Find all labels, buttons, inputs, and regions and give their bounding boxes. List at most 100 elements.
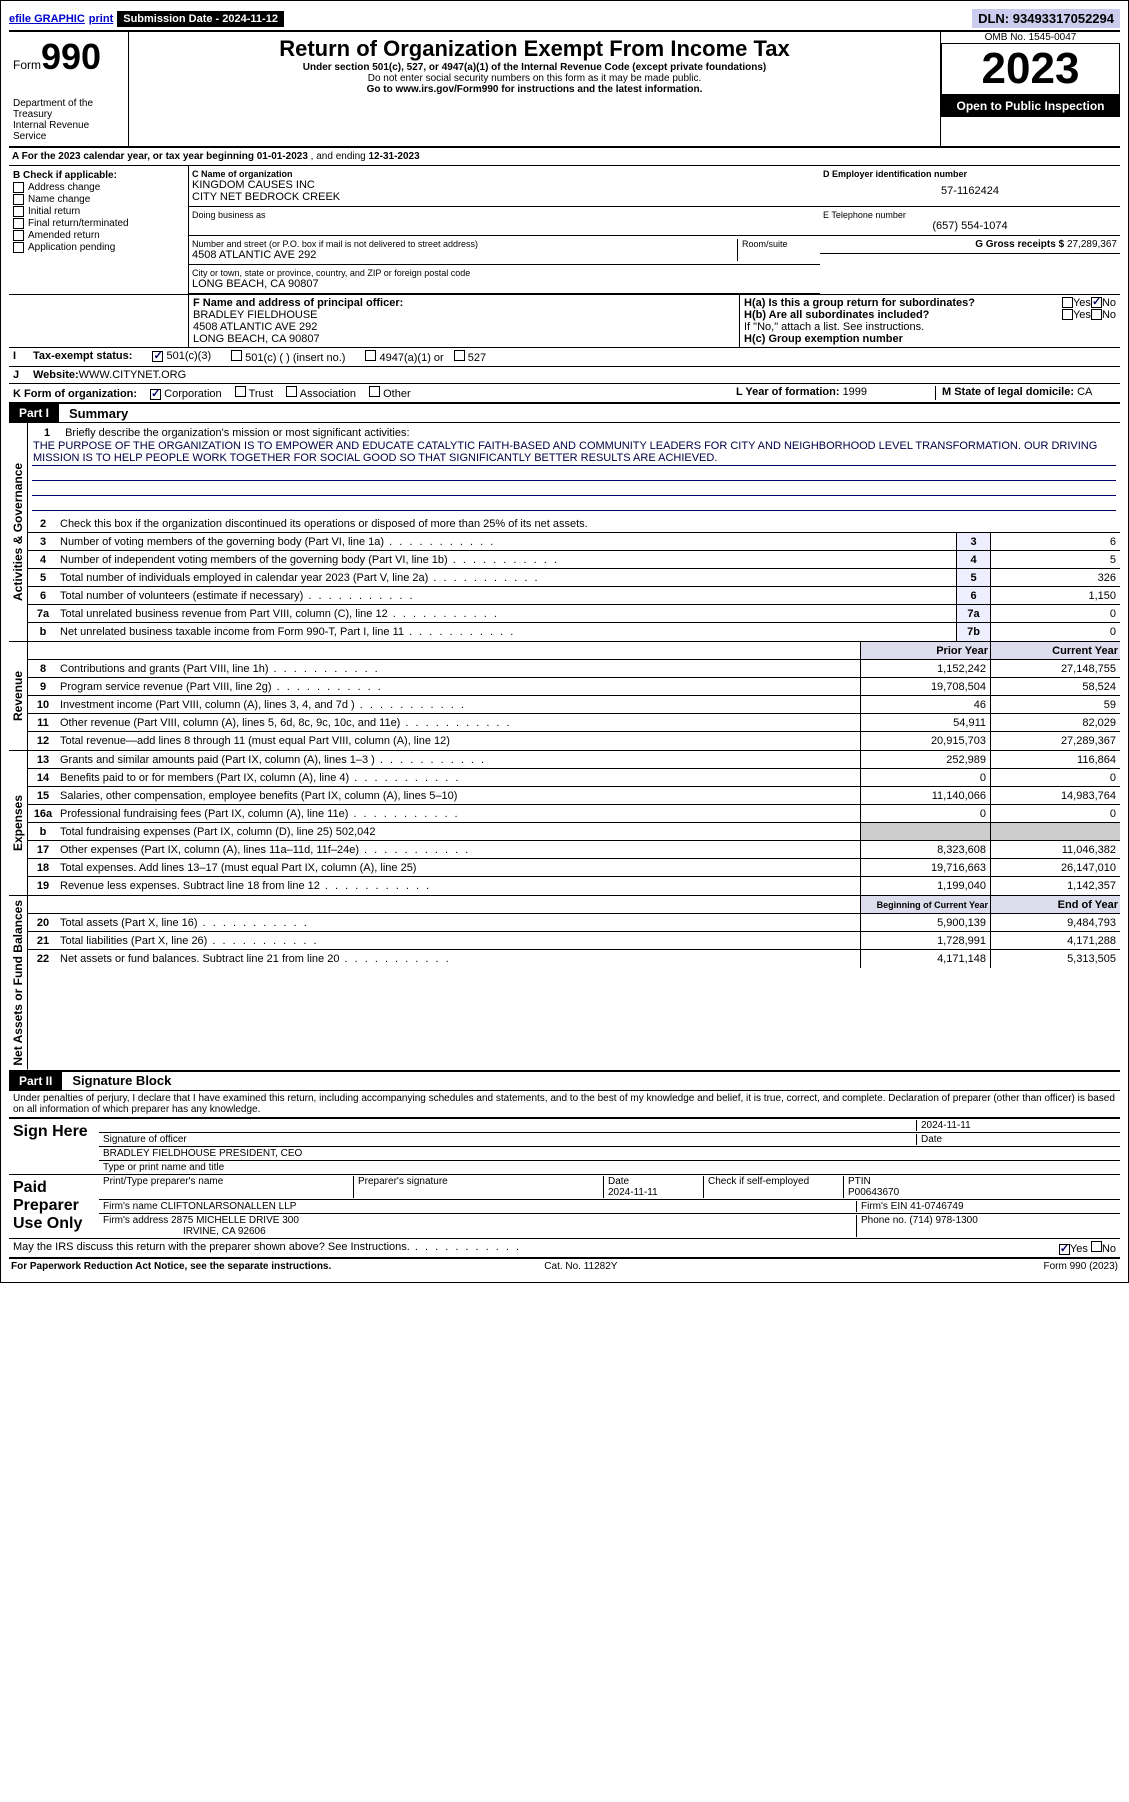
line16b-desc: Total fundraising expenses (Part IX, col…: [58, 824, 860, 840]
hb-yes-checkbox[interactable]: [1062, 309, 1073, 320]
print-link[interactable]: print: [89, 13, 113, 25]
501c-checkbox[interactable]: [231, 350, 242, 361]
governance-side-label: Activities & Governance: [9, 423, 28, 641]
line13-desc: Grants and similar amounts paid (Part IX…: [58, 752, 860, 768]
ha-yes-checkbox[interactable]: [1062, 297, 1073, 308]
domicile-value: CA: [1077, 386, 1092, 398]
line7a-value: 0: [990, 605, 1120, 622]
initial-return-checkbox[interactable]: [13, 206, 24, 217]
mission-label: Briefly describe the organization's miss…: [65, 427, 409, 439]
discuss-no-checkbox[interactable]: [1091, 1241, 1102, 1252]
officer-sig-name: BRADLEY FIELDHOUSE PRESIDENT, CEO: [103, 1148, 302, 1159]
line20-curr: 9,484,793: [990, 914, 1120, 931]
city-state-zip: LONG BEACH, CA 90807: [192, 278, 817, 290]
assoc-checkbox[interactable]: [286, 386, 297, 397]
prior-year-header: Prior Year: [860, 642, 990, 659]
line14-desc: Benefits paid to or for members (Part IX…: [58, 770, 860, 786]
final-return-checkbox[interactable]: [13, 218, 24, 229]
gross-receipts-label: G Gross receipts $: [975, 239, 1067, 250]
line16a-desc: Professional fundraising fees (Part IX, …: [58, 806, 860, 822]
net-assets-side-label: Net Assets or Fund Balances: [9, 896, 28, 1070]
4947-checkbox[interactable]: [365, 350, 376, 361]
hb-no-checkbox[interactable]: [1091, 309, 1102, 320]
line18-desc: Total expenses. Add lines 13–17 (must eq…: [58, 860, 860, 876]
revenue-side-label: Revenue: [9, 642, 28, 750]
line22-prior: 4,171,148: [860, 950, 990, 968]
line13-prior: 252,989: [860, 751, 990, 768]
addr-label: Number and street (or P.O. box if mail i…: [192, 239, 737, 249]
firm-ein: 41-0746749: [910, 1201, 963, 1212]
line7a-desc: Total unrelated business revenue from Pa…: [58, 606, 956, 622]
ssn-notice: Do not enter social security numbers on …: [133, 73, 936, 84]
line20-desc: Total assets (Part X, line 16): [58, 915, 860, 931]
line7b-value: 0: [990, 623, 1120, 641]
form-header: Form990 Department of the Treasury Inter…: [9, 32, 1120, 148]
line11-prior: 54,911: [860, 714, 990, 731]
app-pending-checkbox[interactable]: [13, 242, 24, 253]
org-name-label: C Name of organization: [192, 169, 817, 179]
year-formation-label: L Year of formation:: [736, 386, 843, 398]
b-header: B Check if applicable:: [13, 170, 184, 181]
mission-text: THE PURPOSE OF THE ORGANIZATION IS TO EM…: [32, 439, 1116, 466]
prep-sig-label: Preparer's signature: [353, 1176, 603, 1198]
line5-desc: Total number of individuals employed in …: [58, 570, 956, 586]
line14-prior: 0: [860, 769, 990, 786]
part-i-header: Part I Summary: [9, 404, 1120, 423]
efile-link[interactable]: efile GRAPHIC: [9, 13, 85, 25]
officer-label: F Name and address of principal officer:: [193, 297, 735, 309]
line9-desc: Program service revenue (Part VIII, line…: [58, 679, 860, 695]
line10-desc: Investment income (Part VIII, column (A)…: [58, 697, 860, 713]
corp-checkbox[interactable]: [150, 389, 161, 400]
hb-label: H(b) Are all subordinates included?: [744, 309, 1062, 321]
line2-desc: Check this box if the organization disco…: [58, 516, 1120, 532]
firm-name: CLIFTONLARSONALLEN LLP: [160, 1201, 296, 1212]
city-label: City or town, state or province, country…: [192, 268, 817, 278]
line22-desc: Net assets or fund balances. Subtract li…: [58, 951, 860, 967]
ha-no-checkbox[interactable]: [1091, 297, 1102, 308]
date-label: Date: [916, 1134, 1116, 1145]
part-i-tag: Part I: [9, 404, 59, 422]
amended-checkbox[interactable]: [13, 230, 24, 241]
sig-date: 2024-11-11: [916, 1120, 1116, 1131]
line14-curr: 0: [990, 769, 1120, 786]
other-checkbox[interactable]: [369, 386, 380, 397]
tax-exempt-label: Tax-exempt status:: [33, 350, 132, 364]
officer-name: BRADLEY FIELDHOUSE: [193, 309, 735, 321]
prep-name-label: Print/Type preparer's name: [103, 1176, 353, 1198]
col-b-checkboxes: B Check if applicable: Address change Na…: [9, 166, 189, 294]
line17-curr: 11,046,382: [990, 841, 1120, 858]
line6-desc: Total number of volunteers (estimate if …: [58, 588, 956, 604]
officer-city: LONG BEACH, CA 90807: [193, 333, 735, 345]
line9-curr: 58,524: [990, 678, 1120, 695]
current-year-header: Current Year: [990, 642, 1120, 659]
prep-date: 2024-11-11: [608, 1187, 658, 1198]
treasury-dept: Department of the Treasury: [13, 98, 124, 120]
trust-checkbox[interactable]: [235, 386, 246, 397]
line5-value: 326: [990, 569, 1120, 586]
expenses-side-label: Expenses: [9, 751, 28, 895]
line7b-desc: Net unrelated business taxable income fr…: [58, 624, 956, 640]
discuss-yes-checkbox[interactable]: [1059, 1244, 1070, 1255]
line19-prior: 1,199,040: [860, 877, 990, 895]
line18-curr: 26,147,010: [990, 859, 1120, 876]
line9-prior: 19,708,504: [860, 678, 990, 695]
form-subtitle: Under section 501(c), 527, or 4947(a)(1)…: [133, 62, 936, 73]
line12-prior: 20,915,703: [860, 732, 990, 750]
firm-city: IRVINE, CA 92606: [103, 1226, 266, 1237]
phone-value: (657) 554-1074: [823, 220, 1117, 232]
form-title: Return of Organization Exempt From Incom…: [133, 36, 936, 62]
begin-year-header: Beginning of Current Year: [860, 896, 990, 913]
527-checkbox[interactable]: [454, 350, 465, 361]
hb-attach: If "No," attach a list. See instructions…: [744, 321, 1116, 333]
room-label: Room/suite: [742, 239, 817, 249]
line17-prior: 8,323,608: [860, 841, 990, 858]
line8-prior: 1,152,242: [860, 660, 990, 677]
net-assets-section: Net Assets or Fund Balances Beginning of…: [9, 896, 1120, 1072]
name-change-checkbox[interactable]: [13, 194, 24, 205]
501c3-checkbox[interactable]: [152, 351, 163, 362]
summary-title: Summary: [59, 406, 128, 421]
address-change-checkbox[interactable]: [13, 182, 24, 193]
line22-curr: 5,313,505: [990, 950, 1120, 968]
goto-link[interactable]: Go to www.irs.gov/Form990 for instructio…: [133, 84, 936, 95]
line16a-curr: 0: [990, 805, 1120, 822]
